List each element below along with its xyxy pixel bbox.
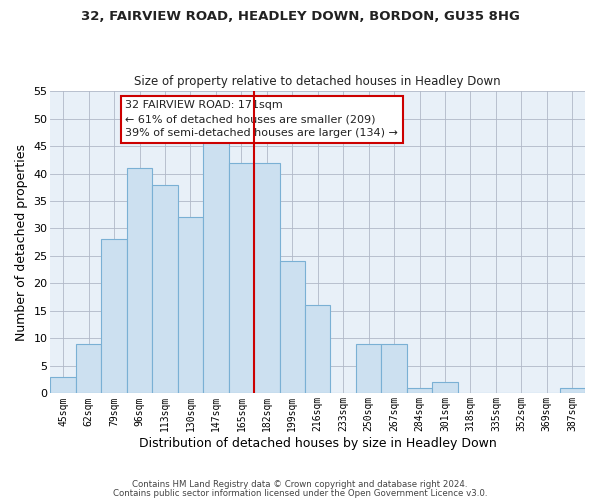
Text: Contains public sector information licensed under the Open Government Licence v3: Contains public sector information licen… <box>113 489 487 498</box>
Y-axis label: Number of detached properties: Number of detached properties <box>15 144 28 340</box>
Text: Contains HM Land Registry data © Crown copyright and database right 2024.: Contains HM Land Registry data © Crown c… <box>132 480 468 489</box>
Text: 32, FAIRVIEW ROAD, HEADLEY DOWN, BORDON, GU35 8HG: 32, FAIRVIEW ROAD, HEADLEY DOWN, BORDON,… <box>80 10 520 23</box>
Bar <box>254 162 280 394</box>
Bar <box>280 262 305 394</box>
X-axis label: Distribution of detached houses by size in Headley Down: Distribution of detached houses by size … <box>139 437 497 450</box>
Bar <box>432 382 458 394</box>
Bar <box>127 168 152 394</box>
Title: Size of property relative to detached houses in Headley Down: Size of property relative to detached ho… <box>134 76 501 88</box>
Bar <box>560 388 585 394</box>
Bar <box>305 306 331 394</box>
Bar <box>407 388 432 394</box>
Bar <box>50 377 76 394</box>
Bar <box>152 184 178 394</box>
Bar <box>76 344 101 394</box>
Bar <box>101 240 127 394</box>
Bar <box>229 162 254 394</box>
Bar <box>203 140 229 394</box>
Bar <box>356 344 382 394</box>
Bar <box>382 344 407 394</box>
Bar <box>178 218 203 394</box>
Text: 32 FAIRVIEW ROAD: 171sqm
← 61% of detached houses are smaller (209)
39% of semi-: 32 FAIRVIEW ROAD: 171sqm ← 61% of detach… <box>125 100 398 138</box>
